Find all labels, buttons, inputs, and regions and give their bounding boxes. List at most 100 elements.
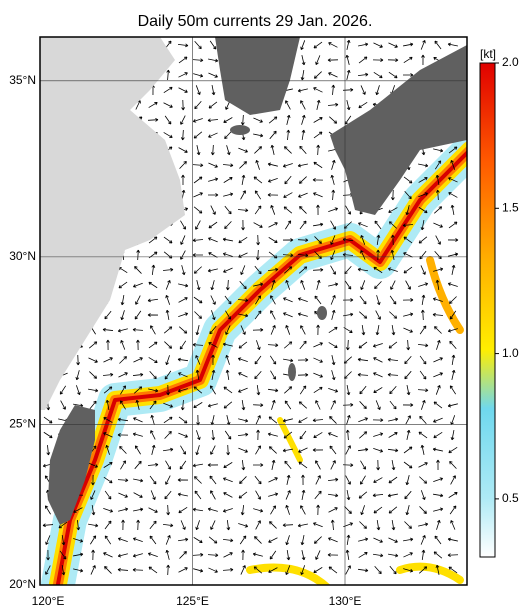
current-arrow bbox=[403, 312, 414, 317]
current-arrow bbox=[267, 162, 278, 167]
current-arrow bbox=[103, 461, 113, 468]
current-arrow bbox=[104, 566, 112, 574]
current-arrow bbox=[329, 116, 338, 124]
current-arrow bbox=[270, 295, 276, 305]
land-korea bbox=[215, 37, 300, 115]
current-arrow bbox=[301, 489, 306, 500]
current-arrow bbox=[238, 523, 249, 528]
current-arrow bbox=[207, 193, 219, 197]
current-arrow bbox=[102, 372, 114, 377]
current-arrow bbox=[117, 567, 129, 572]
current-arrow bbox=[448, 446, 458, 454]
current-arrow bbox=[76, 354, 81, 366]
current-arrow bbox=[253, 508, 264, 513]
current-arrow bbox=[207, 403, 218, 408]
current-arrow bbox=[268, 537, 278, 543]
current-arrow bbox=[225, 310, 231, 320]
current-arrow bbox=[195, 85, 201, 95]
current-arrow bbox=[238, 313, 249, 318]
current-arrow bbox=[192, 238, 204, 243]
current-arrow bbox=[286, 549, 291, 561]
current-arrow bbox=[434, 535, 442, 545]
current-arrow bbox=[391, 520, 396, 531]
current-arrow bbox=[240, 325, 246, 335]
current-arrow bbox=[267, 267, 279, 272]
current-arrow bbox=[283, 341, 293, 349]
current-arrow bbox=[357, 568, 369, 573]
current-arrow bbox=[449, 296, 457, 304]
current-arrow bbox=[239, 476, 247, 484]
current-arrow bbox=[211, 85, 216, 96]
current-arrow bbox=[373, 506, 383, 514]
current-arrow bbox=[162, 523, 174, 528]
current-arrow bbox=[419, 250, 427, 260]
current-arrow bbox=[177, 357, 189, 362]
current-arrow bbox=[301, 550, 306, 561]
current-arrow bbox=[45, 565, 51, 575]
current-arrow bbox=[387, 372, 399, 377]
current-arrow bbox=[284, 386, 293, 394]
current-arrow bbox=[391, 325, 396, 336]
current-arrow bbox=[419, 370, 427, 380]
current-arrow bbox=[104, 520, 112, 530]
current-arrow bbox=[450, 159, 456, 170]
current-arrow bbox=[357, 72, 369, 77]
current-arrow bbox=[388, 221, 397, 229]
current-arrow bbox=[330, 265, 336, 275]
current-arrow bbox=[147, 298, 159, 303]
current-arrow bbox=[207, 268, 218, 273]
current-arrow bbox=[252, 403, 264, 408]
current-arrow bbox=[239, 535, 247, 545]
current-arrow bbox=[432, 312, 444, 317]
current-arrow bbox=[346, 39, 351, 50]
current-arrow bbox=[90, 490, 96, 500]
current-arrow bbox=[360, 475, 366, 485]
current-arrow bbox=[286, 114, 291, 125]
current-arrow bbox=[387, 58, 399, 62]
current-arrow bbox=[224, 205, 232, 215]
colorbar bbox=[479, 62, 496, 558]
current-arrow bbox=[389, 295, 397, 305]
current-arrow bbox=[196, 145, 201, 156]
current-arrow bbox=[402, 298, 414, 302]
current-arrow bbox=[285, 504, 290, 515]
current-arrow bbox=[132, 567, 144, 572]
current-arrow bbox=[255, 249, 260, 261]
current-arrow bbox=[434, 250, 442, 260]
current-arrow bbox=[451, 264, 456, 275]
current-arrow bbox=[254, 475, 262, 485]
current-arrow bbox=[43, 431, 53, 439]
current-arrow bbox=[403, 537, 414, 542]
current-arrow bbox=[104, 490, 112, 500]
current-arrow bbox=[327, 477, 339, 482]
current-arrow bbox=[225, 279, 230, 291]
current-arrow bbox=[404, 190, 412, 200]
current-arrow bbox=[298, 192, 308, 198]
current-arrow bbox=[388, 432, 398, 438]
current-arrow bbox=[147, 462, 159, 467]
current-arrow bbox=[375, 85, 380, 96]
current-arrow bbox=[359, 295, 367, 305]
current-arrow bbox=[208, 342, 218, 348]
current-arrow bbox=[376, 234, 381, 246]
current-arrow bbox=[132, 327, 144, 332]
current-arrow bbox=[282, 523, 294, 528]
current-arrow bbox=[313, 522, 323, 528]
current-arrow bbox=[285, 100, 291, 110]
current-arrow bbox=[342, 87, 354, 92]
current-arrow bbox=[418, 236, 428, 244]
current-arrow bbox=[91, 505, 96, 516]
current-arrow bbox=[165, 535, 171, 545]
current-arrow bbox=[420, 490, 426, 501]
current-arrow bbox=[447, 238, 459, 242]
current-arrow bbox=[299, 220, 307, 230]
current-arrow bbox=[237, 432, 249, 437]
current-arrow bbox=[433, 357, 443, 363]
current-arrow bbox=[222, 237, 233, 242]
current-arrow bbox=[192, 342, 204, 347]
current-arrow bbox=[390, 189, 395, 201]
current-arrow bbox=[120, 400, 126, 410]
current-arrow bbox=[162, 267, 174, 272]
current-arrow bbox=[194, 476, 202, 484]
current-arrow bbox=[297, 163, 308, 168]
